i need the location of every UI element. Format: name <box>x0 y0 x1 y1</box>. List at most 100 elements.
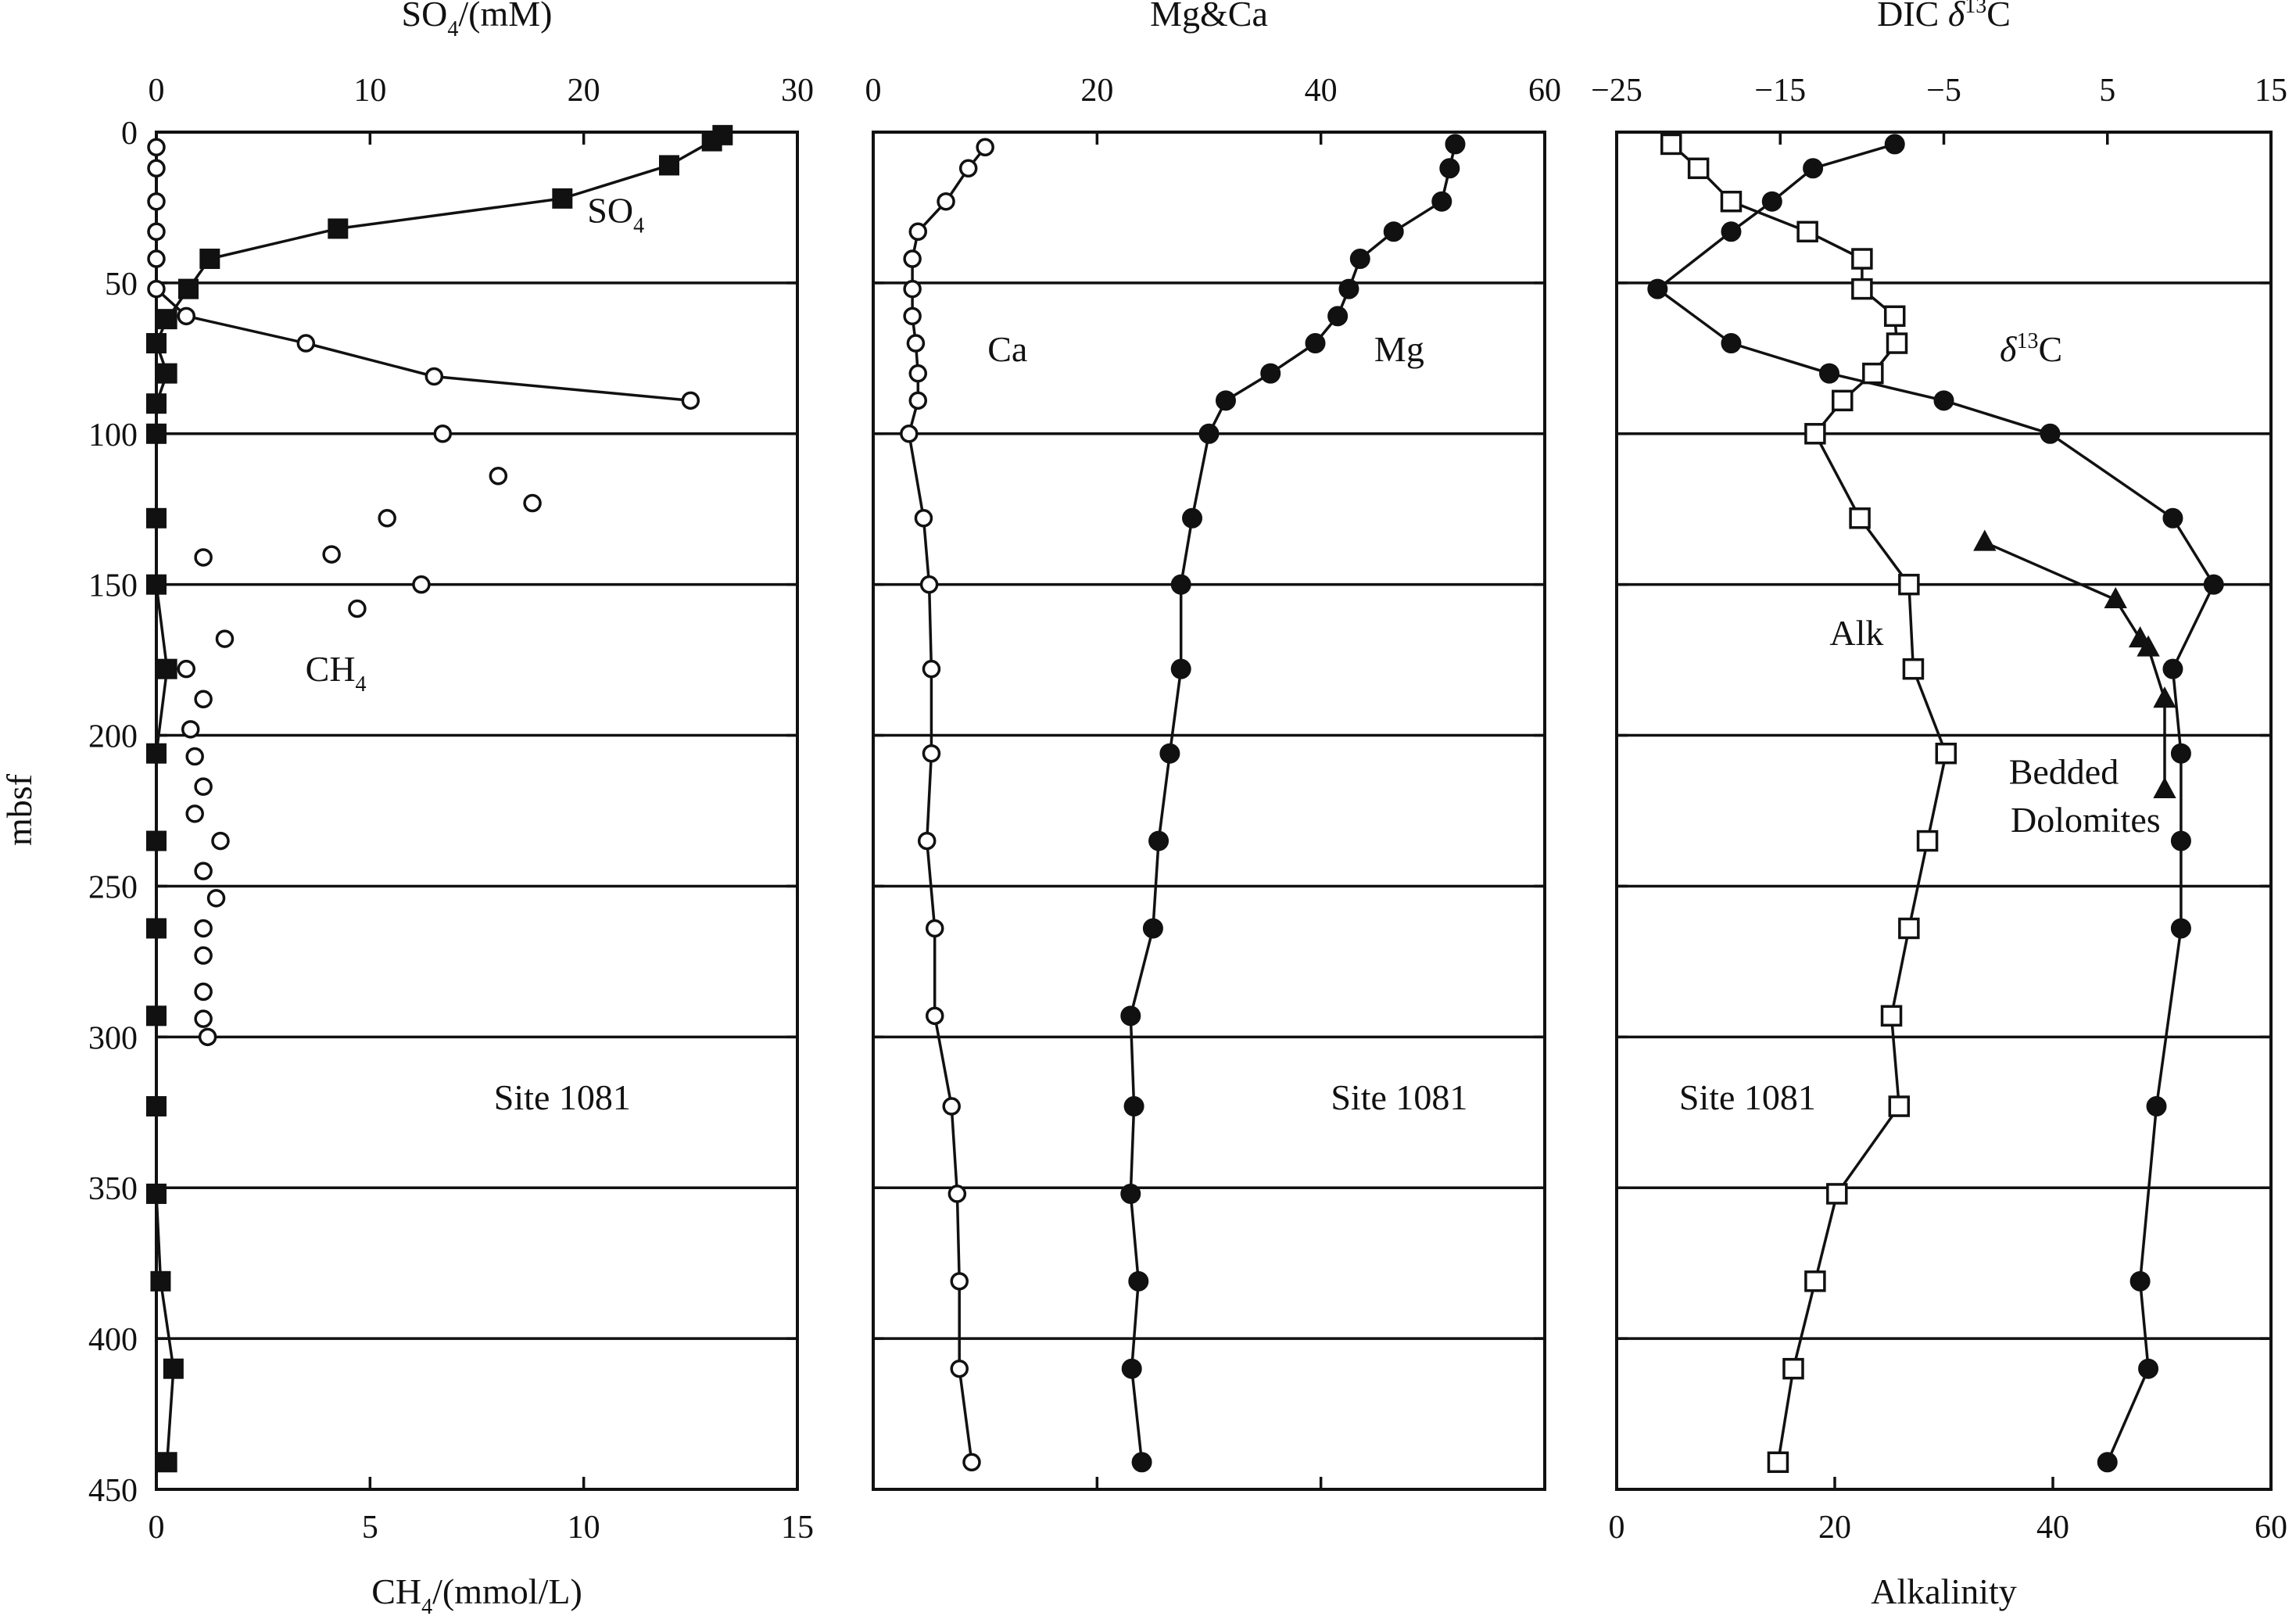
data-point-filled-circle <box>1431 191 1452 212</box>
data-point-filled-triangle <box>2153 686 2176 708</box>
data-point-filled-square <box>701 131 722 152</box>
data-point-open-circle <box>412 575 431 594</box>
data-point-filled-circle <box>1305 333 1326 354</box>
top-x-tick-label: 5 <box>2099 73 2115 109</box>
data-point-open-circle <box>348 599 367 618</box>
annotation-label: δ13C <box>2000 329 2062 369</box>
data-point-filled-square <box>146 333 167 354</box>
panel-carbon-isotope-alkalinity: −25 −15 −5 5 15 DIC δ13C 0 20 40 60 Alkalinity δ13C… <box>1591 0 2287 1611</box>
data-point-open-square <box>1796 220 1818 243</box>
data-point-filled-square <box>146 574 167 595</box>
data-point-open-square <box>1826 1183 1848 1205</box>
data-point-open-circle <box>177 659 196 679</box>
top-x-tick-label: 20 <box>1080 73 1113 109</box>
data-point-open-square <box>1832 389 1854 412</box>
bottom-x-tick-label: 40 <box>2036 1510 2069 1546</box>
data-point-filled-circle <box>2146 1096 2167 1117</box>
data-point-filled-circle <box>1260 363 1281 384</box>
annotation-label: Site 1081 <box>1679 1077 1816 1117</box>
data-point-open-circle <box>194 690 213 709</box>
data-point-filled-circle <box>2170 918 2191 939</box>
data-point-filled-square <box>328 218 349 239</box>
data-point-filled-circle <box>1803 158 1824 179</box>
top-x-tick-label: 15 <box>2255 73 2287 109</box>
data-point-open-circle <box>194 777 213 796</box>
data-point-open-square <box>1883 305 1906 328</box>
y-tick-label: 400 <box>88 1322 138 1358</box>
data-point-open-circle <box>177 306 196 326</box>
data-point-open-circle <box>922 744 941 763</box>
top-x-tick-label: 60 <box>1528 73 1561 109</box>
data-point-filled-circle <box>1445 134 1466 155</box>
data-point-filled-square <box>552 188 573 209</box>
data-point-open-circle <box>378 509 396 528</box>
data-point-open-circle <box>908 364 928 383</box>
data-point-open-circle <box>976 138 994 157</box>
data-point-open-circle <box>925 919 944 938</box>
data-point-open-circle <box>958 159 978 178</box>
plot-frame <box>1615 131 2273 1491</box>
data-point-filled-circle <box>1148 830 1169 851</box>
data-point-open-circle <box>433 425 453 443</box>
data-point-open-square <box>1898 917 1920 940</box>
data-point-open-circle <box>903 306 922 326</box>
data-point-open-circle <box>681 391 700 410</box>
data-point-filled-square <box>659 155 679 176</box>
data-point-filled-circle <box>2097 1452 2118 1473</box>
data-point-filled-circle <box>1128 1270 1149 1292</box>
data-point-open-square <box>1880 1005 1903 1027</box>
data-point-open-circle <box>322 545 341 564</box>
data-point-filled-circle <box>1884 134 1905 155</box>
data-point-filled-circle <box>1182 507 1203 529</box>
annotation-label: Site 1081 <box>1331 1077 1467 1117</box>
data-point-filled-circle <box>2138 1358 2159 1379</box>
data-point-open-circle <box>198 1027 217 1047</box>
data-point-filled-circle <box>1215 390 1236 411</box>
data-point-open-square <box>1804 1270 1826 1292</box>
data-point-filled-circle <box>1123 1096 1144 1117</box>
data-point-filled-circle <box>1159 743 1180 764</box>
data-point-filled-circle <box>1933 390 1954 411</box>
data-point-open-circle <box>147 138 166 157</box>
data-point-filled-circle <box>2040 423 2061 444</box>
data-point-open-circle <box>937 192 955 211</box>
data-point-filled-square <box>199 249 220 270</box>
data-point-open-circle <box>194 982 213 1001</box>
data-point-filled-square <box>178 278 199 299</box>
plot-frame <box>872 131 1546 1491</box>
data-point-filled-square <box>146 918 167 939</box>
data-point-filled-square <box>146 1005 167 1027</box>
data-point-open-circle <box>194 946 213 965</box>
data-point-filled-circle <box>1761 191 1782 212</box>
data-point-open-square <box>1862 362 1884 385</box>
data-point-filled-circle <box>1349 249 1370 270</box>
data-point-open-circle <box>908 391 928 410</box>
data-point-filled-square <box>156 363 177 384</box>
data-point-filled-circle <box>2162 658 2183 679</box>
data-point-open-circle <box>194 1009 213 1028</box>
data-point-filled-circle <box>1198 423 1220 444</box>
bottom-x-tick-label: 10 <box>568 1510 600 1546</box>
data-point-open-circle <box>917 831 937 851</box>
data-point-filled-triangle <box>2153 776 2176 798</box>
data-point-filled-square <box>146 743 167 764</box>
data-point-open-square <box>1916 829 1939 852</box>
data-point-filled-circle <box>1721 221 1742 242</box>
top-x-tick-label: 40 <box>1305 73 1338 109</box>
data-point-filled-circle <box>1142 918 1163 939</box>
y-tick-label: 450 <box>88 1473 138 1509</box>
annotation-label: Dolomites <box>2011 800 2161 840</box>
data-point-open-circle <box>914 509 933 528</box>
data-point-open-circle <box>215 629 235 648</box>
data-point-filled-square <box>146 1096 167 1117</box>
top-x-tick-label: −5 <box>1926 73 1961 109</box>
data-point-open-circle <box>950 1272 969 1291</box>
annotation-label: Site 1081 <box>494 1077 631 1117</box>
data-point-filled-circle <box>1327 306 1349 327</box>
annotation-label: SO4 <box>587 191 644 238</box>
data-point-open-circle <box>147 249 166 268</box>
top-x-tick-label: 20 <box>568 73 600 109</box>
data-point-filled-square <box>146 507 167 529</box>
top-x-tick-label: −25 <box>1591 73 1642 109</box>
